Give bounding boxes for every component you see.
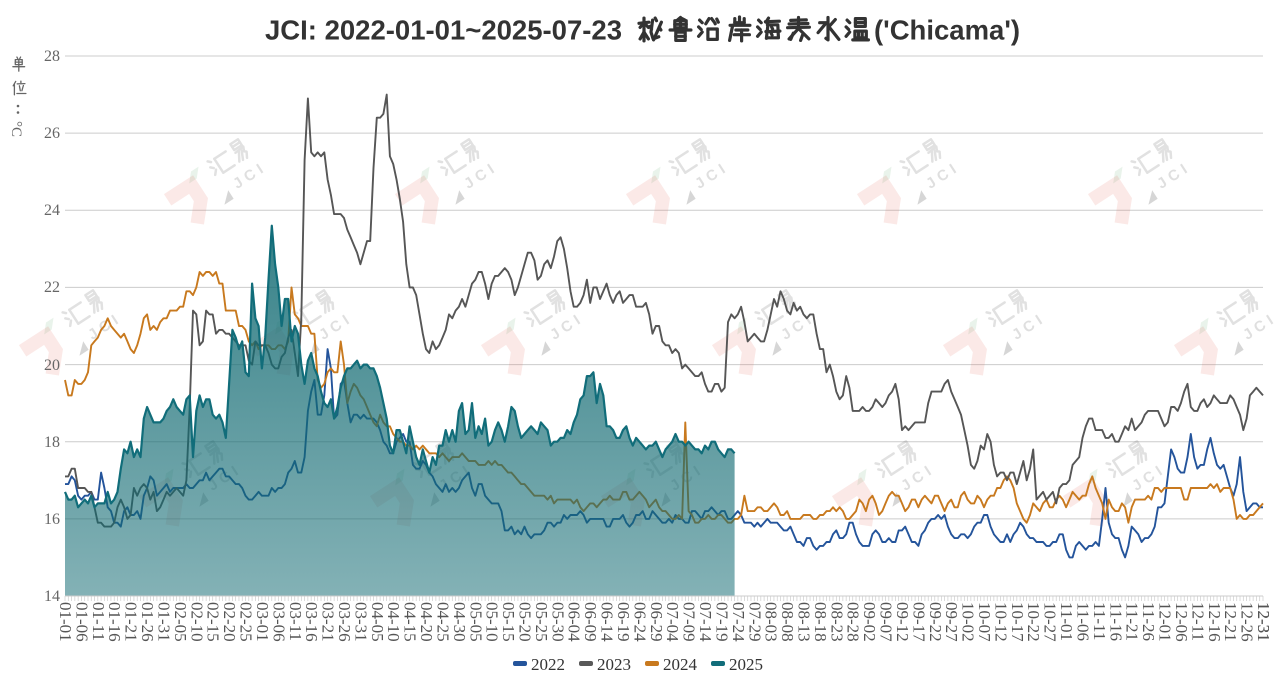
svg-text:05-10: 05-10	[483, 602, 502, 642]
svg-text:04-20: 04-20	[417, 602, 436, 642]
svg-text:03-31: 03-31	[351, 602, 370, 642]
svg-text:11-26: 11-26	[1139, 602, 1158, 641]
svg-text:18: 18	[44, 434, 60, 451]
svg-text:12-11: 12-11	[1188, 602, 1207, 641]
svg-text:02-25: 02-25	[237, 602, 256, 642]
svg-text:12-06: 12-06	[1172, 602, 1191, 642]
svg-text:07-19: 07-19	[712, 602, 731, 642]
svg-text:2025: 2025	[729, 655, 763, 674]
svg-text:20: 20	[44, 357, 60, 374]
svg-text:06-24: 06-24	[630, 602, 649, 642]
svg-text:10-22: 10-22	[1024, 602, 1043, 642]
svg-text:10-07: 10-07	[975, 602, 994, 642]
svg-text:08-08: 08-08	[778, 602, 797, 642]
svg-text:02-05: 02-05	[171, 602, 190, 642]
svg-text:12-31: 12-31	[1254, 602, 1273, 642]
svg-text:11-06: 11-06	[1074, 602, 1093, 641]
svg-text:04-05: 04-05	[368, 602, 387, 642]
svg-text:11-16: 11-16	[1106, 602, 1125, 641]
svg-text:04-10: 04-10	[384, 602, 403, 642]
svg-text:01-16: 01-16	[105, 602, 124, 642]
svg-text:04-30: 04-30	[450, 602, 469, 642]
svg-text:08-18: 08-18	[811, 602, 830, 642]
svg-text:12-21: 12-21	[1221, 602, 1240, 642]
svg-text:11-01: 11-01	[1057, 602, 1076, 641]
svg-text:04-15: 04-15	[401, 602, 420, 642]
svg-text:07-04: 07-04	[663, 602, 682, 642]
svg-text:12-16: 12-16	[1205, 602, 1224, 642]
svg-text:03-11: 03-11	[286, 602, 305, 641]
svg-text:10-17: 10-17	[1008, 602, 1027, 642]
svg-text:14: 14	[44, 588, 60, 605]
svg-text:03-21: 03-21	[319, 602, 338, 642]
svg-text:11-21: 11-21	[1123, 602, 1142, 641]
svg-text:02-10: 02-10	[187, 602, 206, 642]
svg-text:24: 24	[44, 202, 60, 219]
svg-text:2022: 2022	[531, 655, 565, 674]
svg-text:09-27: 09-27	[942, 602, 961, 642]
svg-text:05-20: 05-20	[516, 602, 535, 642]
svg-text:28: 28	[44, 48, 60, 65]
svg-text:01-31: 01-31	[155, 602, 174, 642]
svg-text:05-25: 05-25	[532, 602, 551, 642]
svg-text:05-05: 05-05	[466, 602, 485, 642]
svg-text:08-03: 08-03	[762, 602, 781, 642]
svg-text:06-14: 06-14	[598, 602, 617, 642]
svg-text:10-02: 10-02	[959, 602, 978, 642]
svg-text:2024: 2024	[663, 655, 698, 674]
svg-text:07-14: 07-14	[696, 602, 715, 642]
svg-text:06-09: 06-09	[581, 602, 600, 642]
svg-text:01-21: 01-21	[122, 602, 141, 642]
svg-text:°C: °C	[8, 121, 24, 137]
svg-text:04-25: 04-25	[434, 602, 453, 642]
svg-text:12-31: 12-31	[1254, 602, 1273, 642]
svg-text:03-16: 03-16	[302, 602, 321, 642]
svg-text:26: 26	[44, 125, 60, 142]
svg-text:16: 16	[44, 511, 60, 528]
svg-text:02-15: 02-15	[204, 602, 223, 642]
svg-text:09-17: 09-17	[909, 602, 928, 642]
svg-text:01-01: 01-01	[56, 602, 75, 642]
svg-text:10-27: 10-27	[1041, 602, 1060, 642]
svg-text:12-26: 12-26	[1238, 602, 1257, 642]
svg-text:05-15: 05-15	[499, 602, 518, 642]
svg-text:08-13: 08-13	[795, 602, 814, 642]
svg-text:07-29: 07-29	[745, 602, 764, 642]
svg-text:07-24: 07-24	[729, 602, 748, 642]
svg-text:01-06: 01-06	[72, 602, 91, 642]
svg-text:03-01: 03-01	[253, 602, 272, 642]
svg-text:07-09: 07-09	[680, 602, 699, 642]
svg-text:03-06: 03-06	[269, 602, 288, 642]
svg-text:JCI: 2022-01-01~2025-07-23: JCI: 2022-01-01~2025-07-23	[265, 15, 622, 46]
svg-text:12-01: 12-01	[1156, 602, 1175, 642]
svg-text:09-22: 09-22	[926, 602, 945, 642]
svg-text:06-19: 06-19	[614, 602, 633, 642]
svg-text:08-28: 08-28	[844, 602, 863, 642]
svg-text:2023: 2023	[597, 655, 631, 674]
svg-text:01-26: 01-26	[138, 602, 157, 642]
svg-text:('Chicama'): ('Chicama')	[874, 15, 1020, 46]
svg-text:08-23: 08-23	[827, 602, 846, 642]
svg-text:09-02: 09-02	[860, 602, 879, 642]
svg-text:06-29: 06-29	[647, 602, 666, 642]
svg-text:06-04: 06-04	[565, 602, 584, 642]
svg-text:22: 22	[44, 279, 60, 296]
svg-text:05-30: 05-30	[548, 602, 567, 642]
svg-text:09-07: 09-07	[877, 602, 896, 642]
svg-text:01-11: 01-11	[89, 602, 108, 641]
svg-text:02-20: 02-20	[220, 602, 239, 642]
svg-text:10-12: 10-12	[991, 602, 1010, 642]
svg-text:03-26: 03-26	[335, 602, 354, 642]
svg-text:11-11: 11-11	[1090, 602, 1109, 640]
svg-text:09-12: 09-12	[893, 602, 912, 642]
